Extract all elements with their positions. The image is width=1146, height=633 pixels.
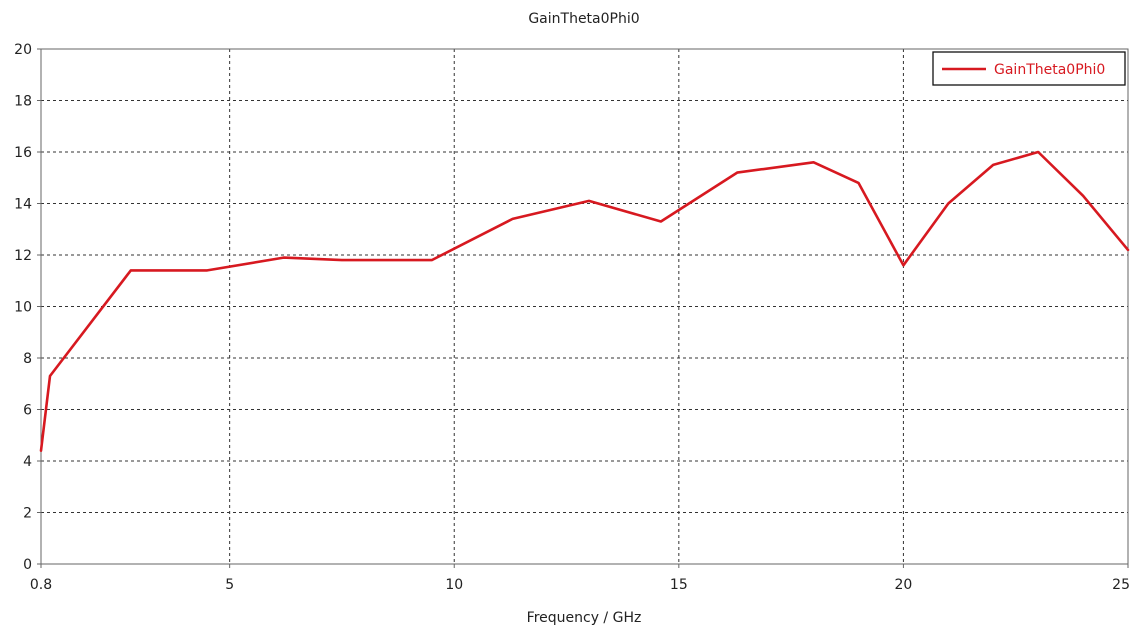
y-tick-label: 18: [14, 94, 32, 110]
series-layer: [39, 150, 1130, 453]
y-tick-label: 4: [23, 454, 32, 470]
x-tick-label: 15: [670, 577, 688, 593]
y-tick-label: 6: [23, 403, 32, 419]
series-line-gain-theta0-phi0: [39, 150, 1130, 453]
x-tick-label: 20: [894, 577, 912, 593]
y-tick-label: 8: [23, 351, 32, 367]
y-tick-label: 14: [14, 197, 32, 213]
x-tick-label: 5: [225, 577, 234, 593]
x-axis-ticks: 0.8 5 10 15 20 25: [30, 564, 1130, 593]
x-axis-label: Frequency / GHz: [527, 610, 642, 626]
y-tick-label: 10: [14, 300, 32, 316]
y-tick-label: 12: [14, 248, 32, 264]
y-tick-label: 0: [23, 557, 32, 573]
legend: GainTheta0Phi0: [932, 51, 1126, 86]
gridlines: [41, 49, 1128, 564]
x-tick-label: 10: [445, 577, 463, 593]
chart-title: GainTheta0Phi0: [528, 11, 639, 27]
legend-label: GainTheta0Phi0: [994, 62, 1105, 78]
y-tick-label: 16: [14, 145, 32, 161]
y-tick-label: 2: [23, 506, 32, 522]
x-tick-label: 0.8: [30, 577, 52, 593]
y-axis-ticks: 0 2 4 6 8 10 12 14 16 18 20: [14, 42, 41, 573]
x-tick-label: 25: [1112, 577, 1130, 593]
y-tick-label: 20: [14, 42, 32, 58]
